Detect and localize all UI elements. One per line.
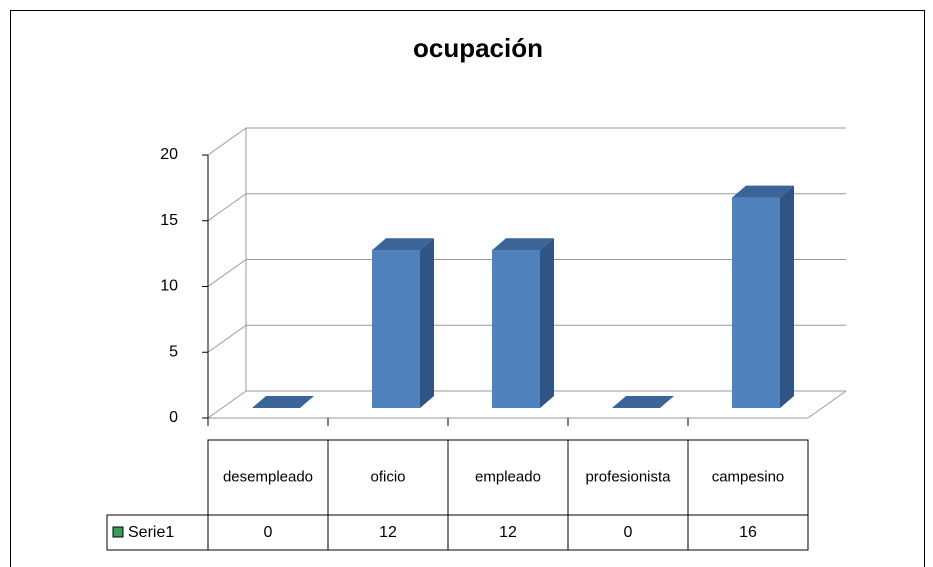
grid-line [207,390,247,419]
grid-line [207,324,247,353]
bar-front [372,250,420,408]
table-value: 0 [624,524,633,541]
bar-top [492,238,554,251]
y-tick-label: 5 [169,343,178,360]
bar-top [372,238,434,251]
grid-line [207,259,247,287]
category-label: campesino [712,468,785,485]
bar-side [780,185,794,408]
bar-top [252,396,314,408]
table-cell [106,514,209,551]
table-value: 0 [264,524,273,541]
legend-key [112,526,124,538]
y-tick-label: 10 [160,278,178,295]
grid-line [207,193,247,222]
y-tick-label: 20 [160,146,178,163]
legend-label: Serie1 [128,524,174,541]
y-tick-label: 15 [160,212,178,229]
bar-top [612,396,674,408]
grid-line [207,127,247,156]
category-label: empleado [475,468,541,485]
bar-side [540,238,554,408]
bar-side [420,238,434,408]
bar-top [732,185,794,198]
table-cell [687,514,809,551]
table-value: 16 [739,524,757,541]
floor-edge [807,390,847,419]
chart-title: ocupación [413,33,543,63]
category-label: profesionista [585,468,671,485]
y-tick-label: 0 [169,409,178,426]
category-label: desempleado [223,468,313,485]
table-value: 12 [379,524,397,541]
table-value: 12 [499,524,517,541]
bar-front [492,250,540,408]
category-label: oficio [370,468,405,485]
bar-front [732,197,780,408]
